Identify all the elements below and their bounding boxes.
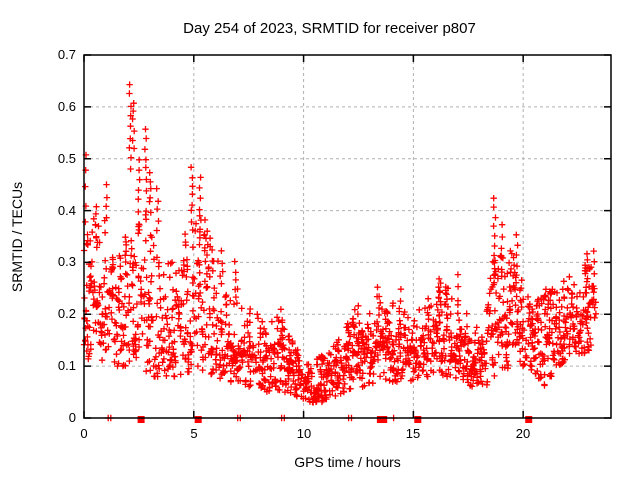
- x-tick-label: 15: [405, 426, 421, 441]
- x-tick-label: 5: [190, 426, 198, 441]
- baseline-square-marker: [525, 416, 533, 423]
- y-tick-label: 0.2: [57, 306, 76, 321]
- baseline-square-marker: [380, 416, 388, 423]
- baseline-square-marker: [137, 416, 145, 423]
- chart-title: Day 254 of 2023, SRMTID for receiver p80…: [183, 20, 476, 37]
- baseline-square-marker: [414, 416, 422, 423]
- grid-lines: [84, 55, 611, 418]
- y-tick-label: 0.3: [57, 254, 76, 269]
- baseline-square-marker: [194, 416, 202, 423]
- x-axis-title: GPS time / hours: [294, 454, 401, 470]
- axis-ticks: [83, 54, 611, 419]
- y-tick-label: 0.7: [57, 47, 76, 62]
- y-tick-label: 0.5: [57, 151, 76, 166]
- y-tick-label: 0: [68, 410, 76, 425]
- plot-border: [83, 54, 612, 419]
- x-tick-label: 10: [296, 426, 312, 441]
- scatter-points: [80, 81, 600, 422]
- y-tick-label: 0.6: [57, 99, 76, 114]
- y-tick-label: 0.4: [57, 203, 76, 218]
- x-tick-label: 20: [515, 426, 531, 441]
- x-tick-label: 0: [80, 426, 88, 441]
- y-tick-label: 0.1: [57, 358, 76, 373]
